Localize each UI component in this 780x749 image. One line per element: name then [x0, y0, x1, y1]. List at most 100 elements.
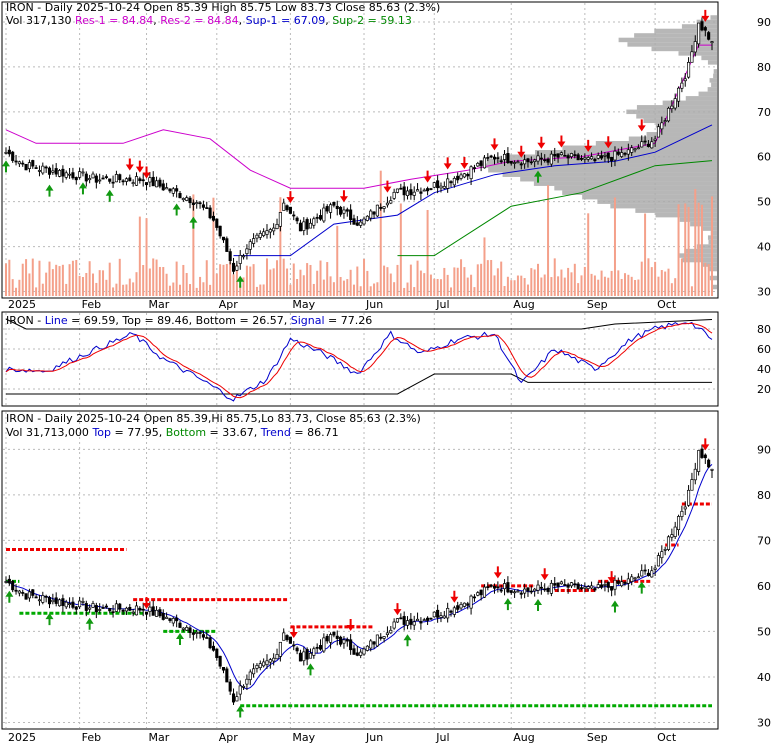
trend-y-axis: 90 80 70 60 50 40 30 — [757, 443, 771, 729]
candle-body — [626, 149, 630, 155]
volume-bar — [122, 284, 125, 296]
candle-body — [44, 166, 48, 169]
volume-bar — [326, 262, 329, 296]
legend-text: = 86.71 — [291, 426, 339, 439]
candle-body — [576, 583, 580, 590]
candle-body — [566, 155, 570, 159]
candle-body — [412, 191, 416, 196]
red-down-arrow — [289, 626, 298, 639]
red-down-arrow — [346, 619, 355, 632]
profile-bar — [658, 127, 717, 133]
candle-body — [663, 548, 667, 551]
candle-body — [693, 41, 697, 53]
x-tick-label: Aug — [513, 298, 534, 311]
price-ticker: IRON — [6, 1, 34, 14]
candle-body — [218, 655, 222, 667]
profile-bar — [710, 15, 717, 20]
x-tick-label: Oct — [657, 731, 677, 744]
trend-arrows — [5, 438, 710, 718]
volume-bar — [530, 268, 533, 296]
candle-body — [379, 636, 383, 639]
candle-body — [553, 153, 557, 157]
candle-body — [439, 615, 443, 618]
candle-body — [583, 586, 587, 589]
candle-body — [124, 607, 129, 612]
candle-body — [466, 603, 470, 606]
profile-bar — [710, 230, 717, 236]
profile-bar — [535, 150, 717, 155]
volume-bar — [664, 271, 667, 296]
volume-bar — [329, 276, 332, 296]
candle-body — [84, 603, 88, 611]
candle-body — [509, 590, 513, 593]
volume-bar — [684, 203, 687, 296]
profile-bar — [643, 118, 717, 124]
volume-bar — [483, 237, 486, 296]
volume-bar — [199, 276, 202, 296]
volume-bar — [289, 284, 292, 296]
candle-body — [27, 591, 31, 599]
volume-bar — [172, 282, 175, 296]
y-tick-label: 50 — [757, 625, 771, 638]
candle-body — [633, 577, 637, 580]
candle-body — [697, 450, 701, 472]
candle-body — [703, 454, 707, 459]
y-tick-label: 50 — [757, 196, 771, 209]
volume-bar — [537, 263, 540, 296]
candle-body — [41, 165, 45, 174]
candle-body — [579, 158, 584, 160]
volume-bar — [456, 267, 459, 296]
y-tick-label: 20 — [757, 383, 771, 396]
y-tick-label: 30 — [757, 286, 771, 299]
y-tick-label: 90 — [757, 16, 771, 29]
volume-bar — [219, 264, 222, 296]
candle-body — [138, 178, 142, 182]
candle-body — [653, 138, 657, 141]
volume-bar — [255, 286, 258, 296]
candle-body — [262, 231, 266, 236]
candle-body — [198, 632, 202, 634]
price-x-axis: 2025 Feb Mar Apr May Jun Jul Aug Sep Oct — [8, 298, 677, 311]
candle-body — [499, 160, 503, 163]
candle-body — [134, 605, 139, 616]
profile-bar — [554, 185, 717, 191]
trend-x-axis: 2025 Feb Mar Apr May Jun Jul Aug Sep Oct — [8, 731, 677, 744]
x-tick-label: May — [292, 731, 315, 744]
legend-text: Line — [45, 314, 68, 327]
candle-body — [479, 160, 483, 166]
candle-body — [506, 582, 510, 593]
candle-body — [185, 197, 189, 201]
volume-bar — [48, 261, 51, 296]
legend-text: Signal — [291, 314, 325, 327]
volume-bar — [550, 277, 553, 296]
volume-bar — [245, 265, 248, 296]
green-up-arrow — [236, 275, 245, 288]
candle-body — [516, 161, 520, 164]
candle-body — [449, 610, 453, 613]
volume-bar — [630, 276, 633, 296]
candle-body — [61, 598, 65, 606]
candle-body — [513, 162, 517, 164]
candle-body — [114, 174, 118, 183]
candle-body — [298, 652, 302, 662]
red-down-arrow — [517, 145, 526, 158]
volume-bar — [262, 284, 265, 296]
green-up-arrow — [175, 633, 184, 646]
candle-body — [31, 589, 35, 596]
oscillator-legend: IRON - Line = 69.59, Top = 89.46, Bottom… — [6, 314, 372, 327]
osc-bottom-line — [6, 373, 712, 395]
candle-body — [352, 648, 356, 655]
candle-body — [282, 632, 286, 641]
candle-body — [479, 589, 483, 596]
candle-body — [151, 606, 155, 616]
candle-body — [128, 606, 132, 611]
legend-text: , — [153, 14, 160, 27]
volume-bar — [8, 259, 11, 296]
candle-body — [161, 612, 165, 620]
volume-bar — [35, 287, 38, 296]
candle-body — [442, 615, 446, 619]
candle-body — [208, 207, 212, 219]
candle-body — [372, 211, 376, 215]
volume-bar — [577, 283, 580, 296]
volume-bar — [553, 258, 556, 296]
